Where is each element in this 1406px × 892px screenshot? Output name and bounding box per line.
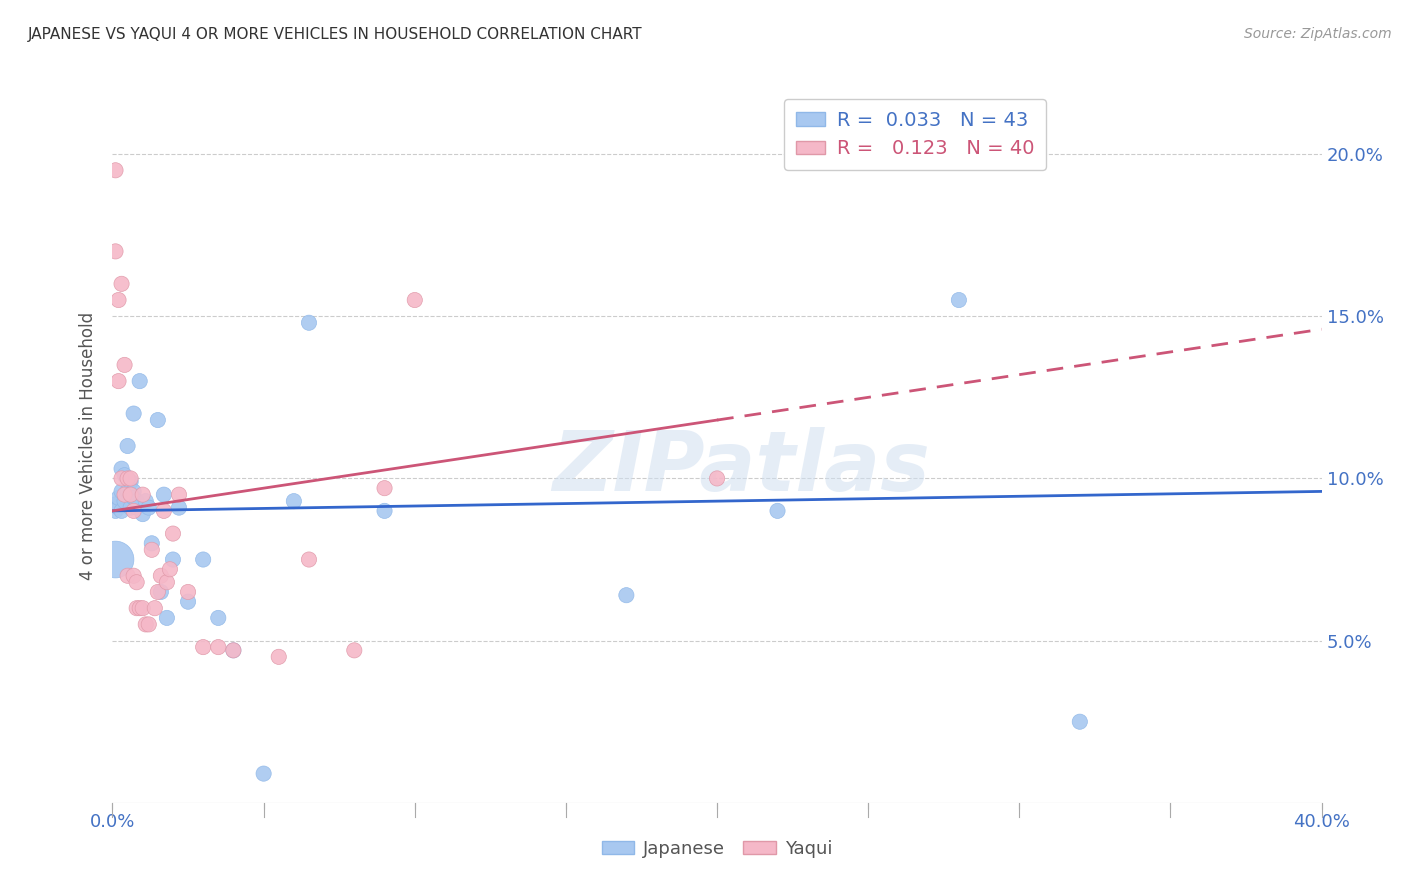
Point (706, 471, 728, 485)
Point (122, 504, 145, 518)
Text: Source: ZipAtlas.com: Source: ZipAtlas.com (1244, 27, 1392, 41)
Point (298, 316, 321, 330)
Point (146, 413, 169, 427)
Point (120, 488, 142, 502)
Point (104, 504, 127, 518)
Point (207, 611, 229, 625)
Y-axis label: 4 or more Vehicles in Household: 4 or more Vehicles in Household (79, 312, 97, 580)
Point (141, 536, 163, 550)
Point (110, 471, 132, 485)
Point (138, 500, 160, 515)
Point (104, 163, 127, 178)
Point (177, 585, 200, 599)
Point (117, 484, 139, 499)
Point (153, 504, 176, 518)
Point (117, 471, 139, 485)
Point (110, 461, 132, 475)
Point (135, 494, 157, 508)
Point (125, 601, 148, 615)
Point (104, 497, 127, 511)
Legend: Japanese, Yaqui: Japanese, Yaqui (595, 833, 839, 865)
Point (167, 500, 190, 515)
Point (114, 494, 136, 508)
Point (343, 643, 366, 657)
Point (120, 500, 142, 515)
Point (153, 488, 176, 502)
Point (132, 601, 155, 615)
Point (298, 552, 321, 566)
Point (374, 481, 396, 495)
Point (177, 595, 200, 609)
Point (125, 575, 148, 590)
Point (117, 568, 139, 582)
Point (120, 488, 142, 502)
Point (167, 488, 190, 502)
Point (149, 585, 172, 599)
Point (125, 494, 148, 508)
Text: ZIPatlas: ZIPatlas (553, 427, 931, 508)
Point (222, 643, 245, 657)
Point (125, 500, 148, 515)
Point (156, 611, 179, 625)
Point (159, 562, 181, 576)
Point (207, 640, 229, 654)
Point (132, 507, 155, 521)
Point (122, 568, 145, 582)
Point (222, 643, 245, 657)
Point (104, 244, 127, 259)
Point (143, 601, 166, 615)
Point (149, 568, 172, 582)
Point (120, 475, 142, 489)
Point (267, 649, 290, 664)
Point (107, 500, 129, 515)
Text: JAPANESE VS YAQUI 4 OR MORE VEHICLES IN HOUSEHOLD CORRELATION CHART: JAPANESE VS YAQUI 4 OR MORE VEHICLES IN … (28, 27, 643, 42)
Point (110, 504, 132, 518)
Point (114, 358, 136, 372)
Point (948, 293, 970, 307)
Point (138, 617, 160, 632)
Point (122, 484, 145, 499)
Point (135, 617, 157, 632)
Point (156, 575, 179, 590)
Point (104, 552, 127, 566)
Point (110, 277, 132, 291)
Point (120, 471, 142, 485)
Point (404, 293, 426, 307)
Point (162, 552, 184, 566)
Point (132, 488, 155, 502)
Point (191, 640, 214, 654)
Point (110, 484, 132, 499)
Point (114, 488, 136, 502)
Point (122, 491, 145, 505)
Point (253, 766, 276, 780)
Point (128, 374, 150, 388)
Point (107, 491, 129, 505)
Point (117, 439, 139, 453)
Point (146, 585, 169, 599)
Point (766, 504, 789, 518)
Point (107, 374, 129, 388)
Point (1069, 714, 1091, 729)
Point (122, 407, 145, 421)
Point (114, 468, 136, 483)
Point (616, 588, 638, 602)
Point (141, 542, 163, 557)
Point (283, 494, 305, 508)
Point (107, 293, 129, 307)
Point (128, 601, 150, 615)
Point (191, 552, 214, 566)
Point (374, 504, 396, 518)
Point (162, 526, 184, 541)
